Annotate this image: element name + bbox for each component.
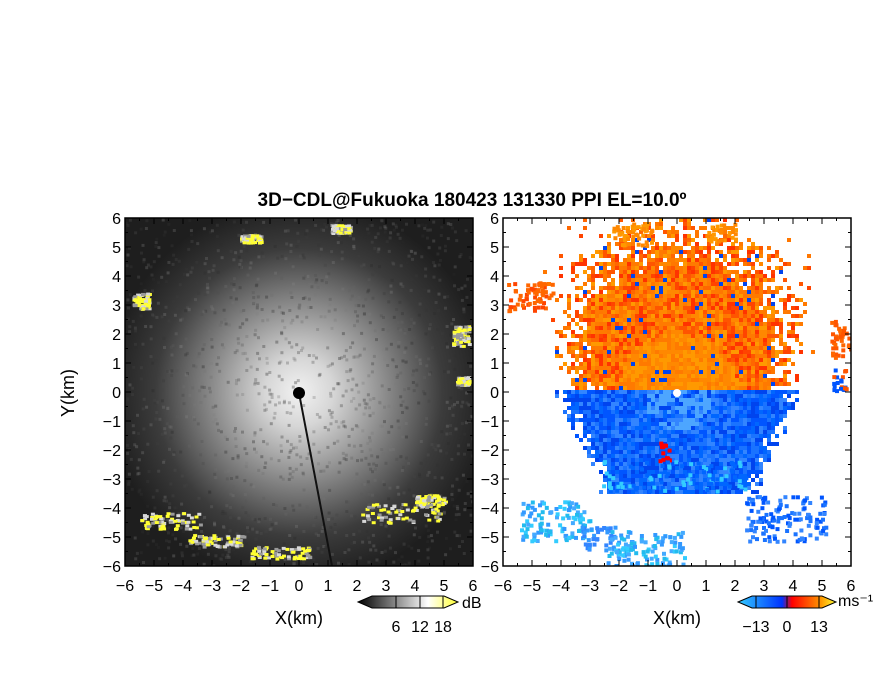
reflectivity-y-tick-label: 2	[112, 327, 121, 344]
velocity-y-tick-label: 4	[490, 269, 499, 286]
reflectivity-y-tick-label: −2	[103, 443, 121, 460]
velocity-colorbar-tick-label: 0	[783, 619, 792, 636]
velocity-x-tick-label: −3	[581, 578, 599, 595]
velocity-y-tick-label: 3	[490, 298, 499, 315]
chart-title: 3D−CDL@Fukuoka 180423 131330 PPI EL=10.0…	[258, 190, 687, 211]
reflectivity-echo-patches	[132, 224, 472, 561]
velocity-radar-site-marker	[673, 389, 681, 397]
reflectivity-y-tick-label: −3	[103, 472, 121, 489]
radar-site-marker	[293, 387, 305, 399]
reflectivity-x-tick-label: −6	[116, 578, 134, 595]
velocity-x-tick-label: −4	[552, 578, 570, 595]
velocity-x-tick-label: 5	[818, 578, 827, 595]
velocity-colorbar: ms⁻¹ −13 0 13	[736, 593, 873, 636]
reflectivity-colorbar-tick-label: 6	[392, 619, 401, 636]
velocity-y-tick-labels: 6 5 4 3 2 1 0 −1 −2 −3 −4 −5 −6	[481, 211, 499, 576]
velocity-y-tick-label: 2	[490, 327, 499, 344]
velocity-x-tick-label: 2	[731, 578, 740, 595]
velocity-y-tick-label: −2	[481, 443, 499, 460]
reflectivity-x-tick-label: −1	[261, 578, 279, 595]
velocity-axis-ticks	[502, 217, 852, 567]
velocity-y-tick-label: −3	[481, 472, 499, 489]
reflectivity-x-tick-label: −4	[174, 578, 192, 595]
reflectivity-y-tick-label: −1	[103, 414, 121, 431]
velocity-panel: −6 −5 −4 −3 −2 −1 0 1 2 3 4 5 6 6543210−1−2−3−4−5−6 …	[481, 211, 856, 628]
reflectivity-axis-ticks	[124, 217, 474, 567]
velocity-x-tick-labels: −6 −5 −4 −3 −2 −1 0 1 2 3 4 5 6	[494, 578, 856, 595]
reflectivity-y-tick-label: 1	[112, 356, 121, 373]
velocity-colorbar-tick-label: 13	[810, 619, 828, 636]
reflectivity-colorbar-tick-label: 18	[434, 619, 452, 636]
reflectivity-x-tick-label: −3	[203, 578, 221, 595]
velocity-colorbar-tick-label: −13	[742, 619, 769, 636]
reflectivity-y-tick-label: 3	[112, 298, 121, 315]
velocity-y-tick-label: −5	[481, 530, 499, 547]
reflectivity-panel: −6 −5 −4 −3 −2 −1 0 1 2 3 4 5 6 6543210−1−2−3−4−5−6 …	[58, 211, 478, 628]
reflectivity-x-tick-labels: −6 −5 −4 −3 −2 −1 0 1 2 3 4 5 6	[116, 578, 478, 595]
reflectivity-noise	[125, 218, 473, 566]
velocity-field	[507, 218, 851, 566]
velocity-colorbar-unit: ms⁻¹	[838, 593, 873, 610]
velocity-y-tick-label: 0	[490, 385, 499, 402]
velocity-y-tick-label: 1	[490, 356, 499, 373]
beam-shadow	[298, 392, 333, 566]
velocity-y-tick-label: −4	[481, 501, 499, 518]
reflectivity-y-tick-label: −5	[103, 530, 121, 547]
reflectivity-x-tick-label: 6	[469, 578, 478, 595]
velocity-y-tick-label: 5	[490, 240, 499, 257]
reflectivity-y-tick-labels: 6 5 4 3 2 1 0 −1 −2 −3 −4 −5 −6	[103, 211, 121, 576]
reflectivity-x-tick-label: −5	[145, 578, 163, 595]
reflectivity-x-tick-label: 4	[411, 578, 420, 595]
reflectivity-x-tick-label: 1	[324, 578, 333, 595]
reflectivity-x-tick-label: −2	[232, 578, 250, 595]
reflectivity-x-tick-label: 5	[440, 578, 449, 595]
reflectivity-colorbar-tick-label: 12	[411, 619, 429, 636]
reflectivity-x-tick-label: 0	[295, 578, 304, 595]
velocity-x-tick-label: −6	[494, 578, 512, 595]
reflectivity-colorbar-unit: dB	[462, 595, 482, 612]
velocity-y-tick-label: 6	[490, 211, 499, 228]
reflectivity-x-axis-title: X(km)	[275, 608, 323, 628]
reflectivity-colorbar: dB 6 12 18	[356, 595, 482, 636]
velocity-x-axis-title: X(km)	[653, 608, 701, 628]
reflectivity-y-tick-label: 4	[112, 269, 121, 286]
reflectivity-y-tick-label: 6	[112, 211, 121, 228]
reflectivity-y-tick-label: 5	[112, 240, 121, 257]
velocity-x-tick-label: 4	[789, 578, 798, 595]
velocity-x-tick-label: −2	[610, 578, 628, 595]
velocity-x-tick-label: 0	[673, 578, 682, 595]
velocity-x-tick-label: −5	[523, 578, 541, 595]
velocity-y-tick-label: −1	[481, 414, 499, 431]
velocity-x-tick-label: −1	[639, 578, 657, 595]
velocity-x-tick-label: 1	[702, 578, 711, 595]
reflectivity-x-tick-label: 3	[382, 578, 391, 595]
reflectivity-x-tick-label: 2	[353, 578, 362, 595]
velocity-x-tick-label: 3	[760, 578, 769, 595]
reflectivity-y-tick-label: −6	[103, 559, 121, 576]
reflectivity-y-tick-label: 0	[112, 385, 121, 402]
reflectivity-y-axis-title: Y(km)	[58, 369, 78, 417]
reflectivity-y-tick-label: −4	[103, 501, 121, 518]
velocity-y-tick-label: −6	[481, 559, 499, 576]
velocity-x-tick-label: 6	[847, 578, 856, 595]
